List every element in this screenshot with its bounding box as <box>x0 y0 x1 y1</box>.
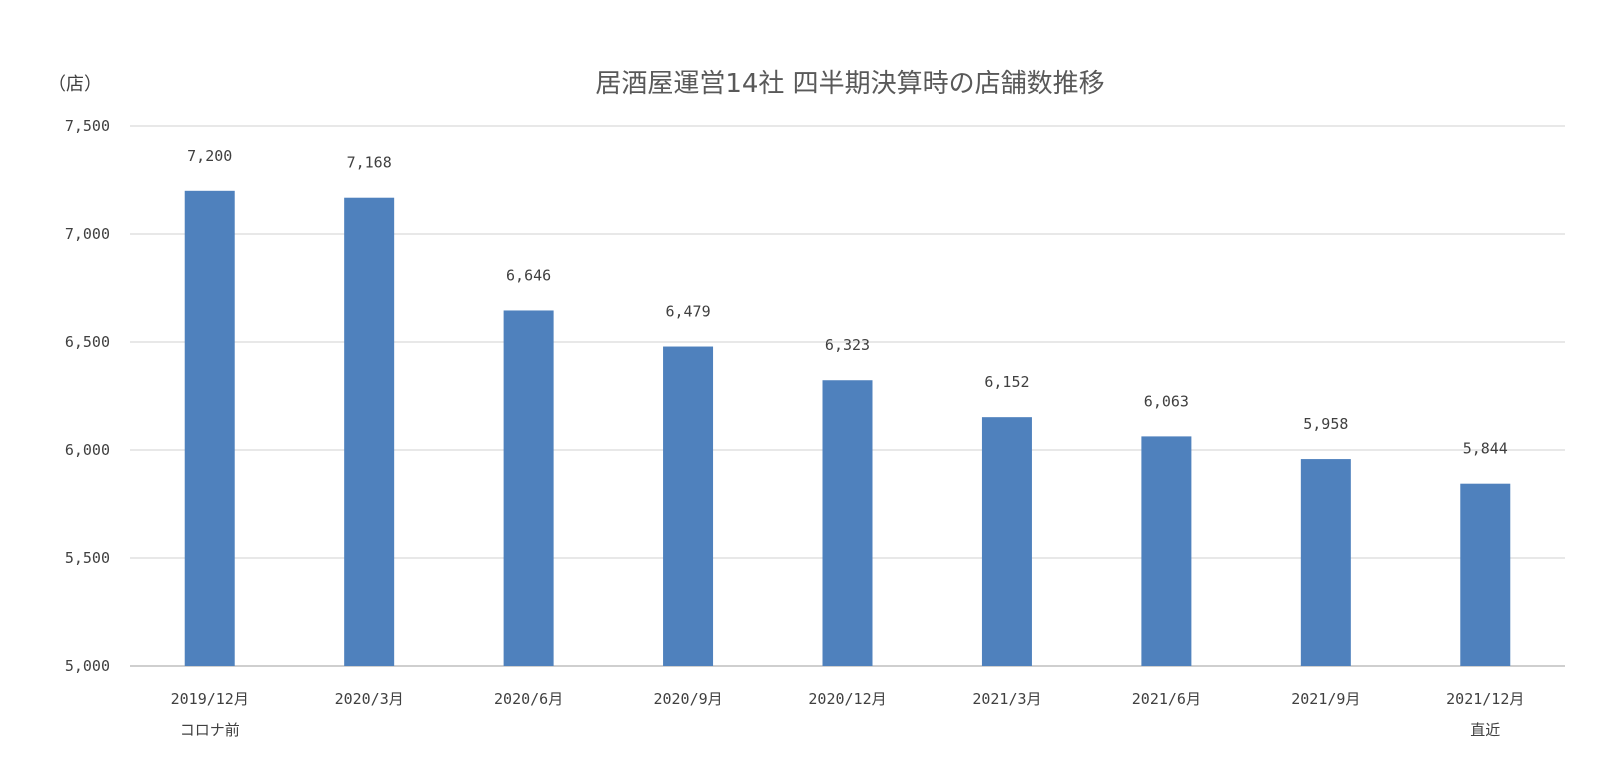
bar <box>503 310 554 666</box>
y-tick-label: 7,000 <box>65 225 110 243</box>
x-tick-sublabel: 直近 <box>1470 721 1500 739</box>
bar <box>822 380 873 666</box>
data-labels: 7,200 7,168 6,646 6,479 6,323 6,152 6,063 5,958… <box>187 147 1508 458</box>
y-tick-label: 5,000 <box>65 657 110 675</box>
bar <box>184 190 235 667</box>
x-tick-label: 2019/12月 <box>171 690 249 708</box>
chart-title: 居酒屋運営14社 四半期決算時の店舗数推移 <box>595 69 1104 99</box>
x-tick-label: 2021/12月 <box>1446 690 1524 708</box>
data-label: 7,168 <box>347 154 392 172</box>
data-label: 6,323 <box>825 336 870 354</box>
data-label: 5,958 <box>1303 415 1348 433</box>
data-label: 6,479 <box>665 303 710 321</box>
y-axis-unit-label: （店） <box>48 74 102 95</box>
x-tick-label: 2020/12月 <box>808 690 886 708</box>
bar <box>344 197 395 666</box>
bar <box>1141 436 1192 666</box>
data-label: 7,200 <box>187 147 232 165</box>
y-tick-label: 5,500 <box>65 549 110 567</box>
y-tick-label: 6,000 <box>65 441 110 459</box>
x-tick-sublabel: コロナ前 <box>180 721 240 739</box>
data-label: 6,152 <box>984 373 1029 391</box>
bar <box>1460 483 1511 666</box>
x-tick-label: 2021/9月 <box>1291 690 1360 708</box>
x-tick-label: 2021/3月 <box>972 690 1041 708</box>
x-tick-label: 2021/6月 <box>1132 690 1201 708</box>
bars <box>184 190 1511 667</box>
y-axis-ticks: 5,000 5,500 6,000 6,500 7,000 7,500 <box>65 117 110 675</box>
x-tick-label: 2020/9月 <box>653 690 722 708</box>
x-tick-label: 2020/6月 <box>494 690 563 708</box>
bar <box>1300 459 1351 666</box>
y-tick-label: 6,500 <box>65 333 110 351</box>
data-label: 6,646 <box>506 266 551 284</box>
y-tick-label: 7,500 <box>65 117 110 135</box>
data-label: 5,844 <box>1463 440 1508 458</box>
data-label: 6,063 <box>1144 392 1189 410</box>
x-tick-label: 2020/3月 <box>335 690 404 708</box>
bar <box>981 417 1032 666</box>
bar <box>663 346 714 666</box>
